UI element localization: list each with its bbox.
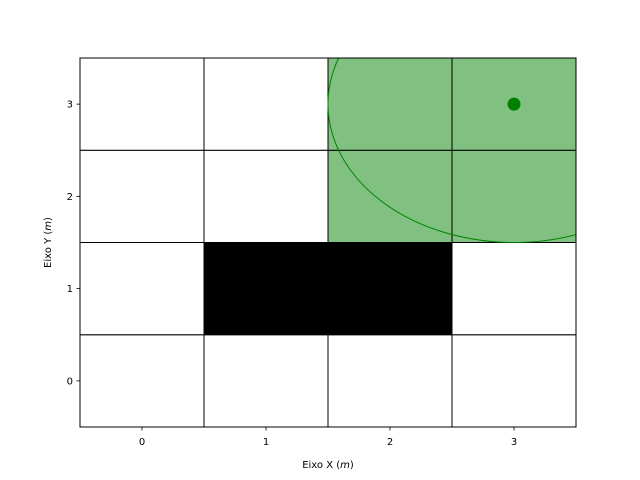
x-tick-label: 2 bbox=[387, 437, 393, 448]
y-tick-label: 0 bbox=[67, 376, 73, 387]
grid-cell-1-1-obstacle bbox=[203, 242, 329, 336]
x-tick-label: 0 bbox=[139, 437, 145, 448]
x-tick-label: 3 bbox=[511, 437, 517, 448]
grid-cell-3-1-free bbox=[451, 242, 577, 336]
grid-cell-2-2-highlight bbox=[327, 149, 453, 243]
y-axis-label: Eixo Y (m) bbox=[43, 217, 54, 268]
grid-cell-1-3-free bbox=[203, 57, 329, 151]
grid-cell-2-1-obstacle bbox=[327, 242, 453, 336]
x-axis-label: Eixo X (m) bbox=[302, 460, 354, 471]
position-marker bbox=[507, 97, 521, 111]
ticks-layer: 0 1 2 3 0 1 2 3 bbox=[67, 100, 518, 448]
grid-cell-1-0-free bbox=[203, 334, 329, 428]
grid-cell-0-3-free bbox=[79, 57, 205, 151]
grid-cell-3-2-highlight bbox=[451, 149, 577, 243]
y-tick-label: 3 bbox=[67, 100, 73, 111]
y-tick-label: 1 bbox=[67, 284, 73, 295]
grid-cell-2-0-free bbox=[327, 334, 453, 428]
cells-layer bbox=[79, 57, 577, 428]
overlay-layer bbox=[327, 58, 576, 243]
grid-cell-0-1-free bbox=[79, 242, 205, 336]
plot-frame bbox=[79, 57, 577, 428]
grid-cell-3-0-free bbox=[451, 334, 577, 428]
grid-cell-0-2-free bbox=[79, 149, 205, 243]
range-circle bbox=[327, 58, 576, 243]
grid-cell-1-2-free bbox=[203, 149, 329, 243]
grid-cell-2-3-highlight bbox=[327, 57, 453, 151]
x-tick-label: 1 bbox=[263, 437, 269, 448]
grid-cell-0-0-free bbox=[79, 334, 205, 428]
y-tick-label: 2 bbox=[67, 192, 73, 203]
